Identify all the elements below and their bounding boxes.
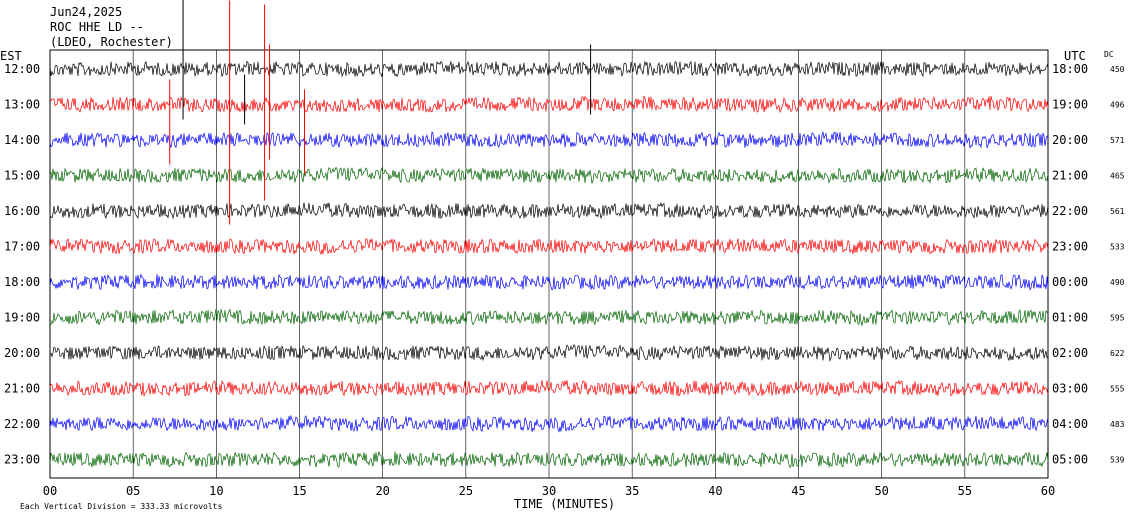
- dc-value: 490: [1110, 278, 1125, 287]
- dc-value: 595: [1110, 314, 1125, 323]
- est-hour-label: 15:00: [4, 169, 40, 183]
- trace-line: [49, 273, 1049, 291]
- x-tick-label: 30: [542, 484, 556, 498]
- scale-note: Each Vertical Division = 333.33 microvol…: [20, 502, 222, 511]
- left-axis-label: EST: [0, 49, 22, 63]
- est-labels: 12:00 13:00 14:00 15:00 16:00 17:00 18:00 19:00…: [4, 62, 40, 467]
- x-tick-label: 55: [958, 484, 972, 498]
- trace-line: [49, 308, 1049, 327]
- utc-hour-label: 02:00: [1052, 346, 1088, 360]
- est-hour-label: 22:00: [4, 417, 40, 431]
- trace-line: [49, 450, 1049, 469]
- x-tick-label: 05: [126, 484, 140, 498]
- header-date: Jun24,2025: [50, 5, 122, 19]
- dc-label: DC: [1104, 50, 1114, 59]
- x-tick-label: 00: [43, 484, 57, 498]
- dc-value: 571: [1110, 136, 1125, 145]
- utc-hour-label: 04:00: [1052, 417, 1088, 431]
- est-hour-label: 23:00: [4, 453, 40, 467]
- est-hour-label: 18:00: [4, 275, 40, 289]
- trace-line: [49, 60, 1049, 78]
- trace-group: [49, 60, 1049, 469]
- utc-hour-label: 21:00: [1052, 169, 1088, 183]
- spike-group: [169, 0, 592, 225]
- x-tick-label: 25: [459, 484, 473, 498]
- dc-value: 539: [1110, 456, 1125, 465]
- vertical-gridlines: [132, 50, 966, 478]
- est-hour-label: 12:00: [4, 62, 40, 76]
- x-tick-labels: 00 05 10 15 20 25 30 35 40 45 50 55 60: [43, 484, 1055, 498]
- dc-value: 561: [1110, 207, 1125, 216]
- x-tick-label: 10: [209, 484, 223, 498]
- utc-hour-label: 01:00: [1052, 311, 1088, 325]
- est-hour-label: 13:00: [4, 98, 40, 112]
- utc-hour-label: 03:00: [1052, 382, 1088, 396]
- dc-values: 450 496 571 465 561 533 490 595 622 555 483 539: [1110, 65, 1125, 465]
- est-hour-label: 21:00: [4, 382, 40, 396]
- x-tick-label: 45: [791, 484, 805, 498]
- trace-line: [49, 238, 1049, 256]
- est-hour-label: 16:00: [4, 204, 40, 218]
- x-tick-label: 60: [1041, 484, 1055, 498]
- x-axis-label: TIME (MINUTES): [514, 497, 615, 511]
- dc-value: 450: [1110, 65, 1125, 74]
- dc-value: 465: [1110, 172, 1125, 181]
- utc-hour-label: 22:00: [1052, 204, 1088, 218]
- trace-line: [49, 95, 1049, 114]
- trace-line: [49, 343, 1049, 362]
- trace-line: [49, 201, 1049, 220]
- utc-hour-label: 23:00: [1052, 240, 1088, 254]
- est-hour-label: 20:00: [4, 346, 40, 360]
- x-tick-label: 40: [708, 484, 722, 498]
- dc-value: 483: [1110, 420, 1125, 429]
- trace-line: [49, 414, 1049, 433]
- utc-hour-label: 20:00: [1052, 133, 1088, 147]
- dc-value: 533: [1110, 243, 1125, 252]
- utc-hour-label: 19:00: [1052, 98, 1088, 112]
- x-tick-label: 35: [625, 484, 639, 498]
- utc-hour-label: 00:00: [1052, 275, 1088, 289]
- x-tick-label: 50: [874, 484, 888, 498]
- est-hour-label: 14:00: [4, 133, 40, 147]
- utc-hour-label: 05:00: [1052, 453, 1088, 467]
- x-tick-label: 15: [292, 484, 306, 498]
- dc-value: 622: [1110, 349, 1125, 358]
- trace-line: [49, 166, 1049, 185]
- header-station: ROC HHE LD --: [50, 20, 144, 34]
- trace-line: [49, 379, 1049, 397]
- utc-hour-label: 18:00: [1052, 62, 1088, 76]
- right-axis-label: UTC: [1064, 49, 1086, 63]
- header-network: (LDEO, Rochester): [50, 35, 173, 49]
- utc-labels: 18:00 19:00 20:00 21:00 22:00 23:00 00:00 01:00…: [1052, 62, 1088, 467]
- est-hour-label: 17:00: [4, 240, 40, 254]
- trace-line: [49, 130, 1049, 150]
- dc-value: 496: [1110, 101, 1125, 110]
- x-tick-label: 20: [375, 484, 389, 498]
- est-hour-label: 19:00: [4, 311, 40, 325]
- dc-value: 555: [1110, 385, 1125, 394]
